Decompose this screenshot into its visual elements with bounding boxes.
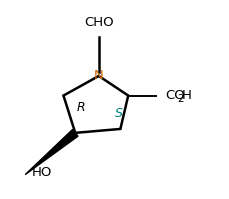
Text: N: N [94, 69, 104, 82]
Text: HO: HO [32, 166, 52, 179]
Text: CHO: CHO [84, 16, 114, 29]
Text: H: H [182, 89, 191, 102]
Text: 2: 2 [178, 94, 184, 104]
Text: CO: CO [166, 89, 185, 102]
Text: S: S [114, 107, 122, 120]
Polygon shape [25, 130, 78, 175]
Text: R: R [77, 101, 85, 114]
